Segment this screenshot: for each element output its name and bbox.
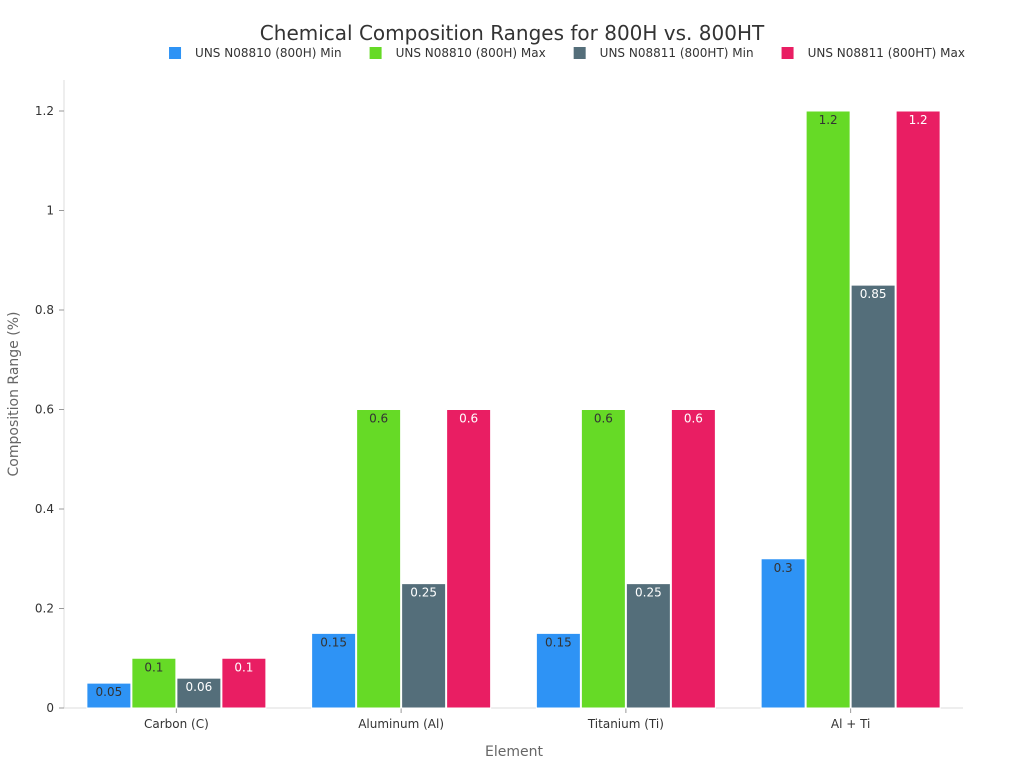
- bar: [401, 583, 447, 709]
- x-tick-label: Aluminum (Al): [358, 717, 444, 731]
- bar-value-label: 0.3: [774, 561, 793, 575]
- y-tick-label: 0.6: [35, 403, 54, 417]
- chart-title: Chemical Composition Ranges for 800H vs.…: [260, 21, 765, 45]
- bar-value-label: 0.6: [684, 412, 703, 426]
- bar: [850, 284, 896, 709]
- legend-item[interactable]: UNS N08811 (800HT) Min: [573, 46, 754, 60]
- bar-value-label: 0.15: [320, 635, 347, 649]
- y-axis: 0 0.2 0.4 0.6 0.8 1 1.2: [35, 80, 65, 715]
- x-axis-title: Element: [485, 744, 543, 760]
- bars: [86, 110, 941, 709]
- bar-value-label: 0.85: [860, 287, 887, 301]
- legend-label: UNS N08811 (800HT) Max: [808, 46, 965, 60]
- y-tick-label: 0: [46, 701, 54, 715]
- bar: [356, 409, 402, 709]
- legend-swatch: [369, 47, 382, 59]
- bar: [670, 409, 716, 709]
- bar-value-label: 0.1: [234, 660, 253, 674]
- bar: [580, 409, 626, 709]
- bar-value-label: 0.05: [96, 685, 123, 699]
- x-tick-label: Carbon (C): [144, 717, 209, 731]
- bar-value-label: 0.1: [144, 660, 163, 674]
- legend-item[interactable]: UNS N08810 (800H) Min: [169, 46, 342, 60]
- legend-label: UNS N08810 (800H) Max: [396, 46, 546, 60]
- legend-item[interactable]: UNS N08810 (800H) Max: [369, 46, 546, 60]
- bar: [895, 110, 941, 709]
- bar: [760, 558, 806, 709]
- legend-label: UNS N08810 (800H) Min: [195, 46, 342, 60]
- bar: [86, 682, 132, 709]
- legend-swatch: [169, 47, 182, 59]
- legend-item[interactable]: UNS N08811 (800HT) Max: [781, 46, 965, 60]
- bar-value-label: 0.25: [635, 586, 662, 600]
- y-tick-label: 0.4: [35, 502, 54, 516]
- x-axis: Carbon (C) Aluminum (Al) Titanium (Ti) Al +…: [64, 707, 963, 731]
- bar-value-label: 0.6: [369, 412, 388, 426]
- bar: [131, 657, 177, 709]
- value-labels: 0.05 0.1 0.06 0.1 0.15 0.6 0.25 0.6 0.15 0.6 0.25 0…: [96, 113, 928, 699]
- bar: [221, 657, 267, 709]
- bar: [176, 677, 222, 709]
- legend-label: UNS N08811 (800HT) Min: [600, 46, 754, 60]
- bar: [625, 583, 671, 709]
- bar-value-label: 0.25: [410, 586, 437, 600]
- x-tick-label: Al + Ti: [831, 717, 871, 731]
- y-tick-label: 1.2: [35, 104, 54, 118]
- bar-value-label: 1.2: [819, 113, 838, 127]
- x-tick-label: Titanium (Ti): [587, 717, 664, 731]
- bar-value-label: 0.6: [459, 412, 478, 426]
- y-tick-label: 0.8: [35, 303, 54, 317]
- bar: [805, 110, 851, 709]
- legend-swatch: [573, 47, 586, 59]
- legend-swatch: [781, 47, 794, 59]
- bar-value-label: 0.06: [186, 680, 213, 694]
- bar-value-label: 1.2: [909, 113, 928, 127]
- y-tick-label: 0.2: [35, 602, 54, 616]
- bar-value-label: 0.15: [545, 635, 572, 649]
- y-tick-label: 1: [46, 204, 54, 218]
- bar: [311, 632, 357, 709]
- y-axis-title: Composition Range (%): [6, 312, 22, 477]
- bar-value-label: 0.6: [594, 412, 613, 426]
- bar: [446, 409, 492, 709]
- bar: [535, 632, 581, 709]
- legend: UNS N08810 (800H) Min UNS N08810 (800H) M…: [169, 46, 965, 60]
